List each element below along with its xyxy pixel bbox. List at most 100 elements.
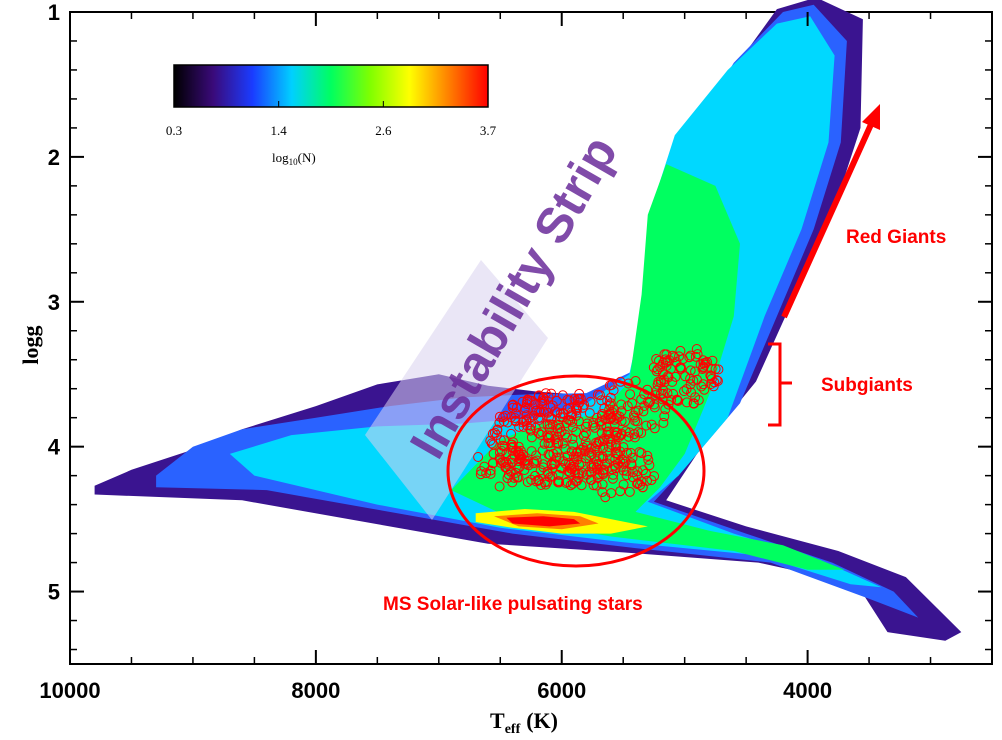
star-marker (561, 477, 571, 488)
colorbar-title-sub: 10 (289, 157, 299, 167)
star-marker (586, 467, 597, 478)
y-tick-label: 2 (48, 145, 60, 170)
star-marker (523, 460, 534, 471)
star-marker (691, 344, 702, 354)
star-marker (546, 413, 557, 423)
star-marker (568, 451, 579, 462)
x-axis-title-unit: (K) (526, 708, 558, 733)
star-marker (531, 455, 542, 466)
star-marker (542, 433, 553, 444)
star-marker (660, 357, 671, 368)
star-marker (486, 438, 497, 449)
star-marker (514, 449, 524, 460)
density-level-4 (451, 164, 845, 570)
star-marker (487, 428, 498, 439)
star-marker (588, 420, 599, 431)
star-marker (530, 405, 541, 416)
x-axis-title-main: T (490, 708, 505, 733)
star-marker (624, 486, 635, 497)
density-level-7 (506, 516, 581, 527)
star-marker (676, 362, 686, 373)
star-marker (571, 448, 582, 458)
star-marker (638, 465, 648, 476)
star-marker (566, 446, 577, 457)
x-tick-label: 6000 (537, 678, 586, 703)
star-marker (608, 469, 619, 480)
star-marker (554, 428, 565, 439)
red-giants-arrow (781, 118, 876, 319)
star-marker (605, 436, 616, 447)
star-marker (698, 355, 709, 366)
pulsating-star-markers (473, 344, 724, 503)
star-marker (685, 365, 696, 376)
star-marker (688, 375, 699, 386)
star-marker (568, 439, 579, 450)
star-marker (515, 454, 526, 465)
star-marker (610, 463, 621, 473)
star-marker (550, 459, 561, 470)
star-marker (648, 362, 659, 373)
star-marker (621, 465, 632, 476)
star-marker (498, 412, 509, 423)
star-marker (685, 379, 696, 390)
star-marker (659, 411, 670, 422)
star-marker (481, 468, 492, 479)
star-marker (705, 370, 716, 381)
star-marker (684, 352, 695, 363)
star-marker (512, 402, 522, 413)
star-marker (592, 412, 603, 423)
star-marker (533, 475, 544, 486)
star-marker (507, 400, 518, 411)
star-marker (500, 410, 511, 421)
star-marker (531, 450, 542, 461)
x-tick-label: 10000 (39, 678, 100, 703)
star-marker (557, 390, 568, 401)
star-marker (594, 451, 605, 462)
star-marker (544, 432, 555, 443)
star-marker (604, 434, 615, 444)
star-marker (495, 435, 506, 446)
x-axis-title: Teff (K) (490, 708, 558, 737)
star-marker (680, 371, 691, 382)
star-marker (654, 355, 664, 366)
star-marker (551, 395, 562, 406)
star-marker (584, 450, 595, 461)
star-marker (618, 458, 629, 469)
star-marker (580, 436, 591, 447)
star-marker (494, 417, 505, 428)
star-marker (644, 398, 655, 408)
star-marker (712, 376, 723, 386)
star-marker (526, 420, 537, 431)
star-marker (625, 448, 636, 458)
star-marker (591, 480, 602, 491)
star-marker (620, 416, 630, 427)
star-marker (604, 404, 615, 415)
star-marker (663, 372, 674, 383)
star-marker (539, 395, 549, 406)
star-marker (617, 454, 628, 465)
star-marker (547, 471, 558, 482)
star-marker (553, 469, 564, 480)
star-marker (475, 469, 486, 480)
star-marker (608, 385, 619, 396)
colorbar-tick-label: 3.7 (480, 123, 497, 138)
star-marker (604, 454, 615, 465)
star-marker (543, 449, 554, 460)
star-marker (605, 414, 616, 425)
star-marker (597, 487, 608, 498)
star-marker (649, 423, 660, 434)
star-marker (685, 373, 696, 384)
star-marker (597, 409, 608, 419)
star-marker (642, 450, 653, 461)
ms-solar-like-label: MS Solar-like pulsating stars (383, 594, 643, 615)
star-marker (603, 442, 614, 452)
star-marker (585, 443, 596, 454)
star-marker (688, 398, 699, 409)
colorbar-gradient (173, 64, 489, 108)
star-marker (572, 454, 583, 465)
star-marker (613, 432, 624, 443)
star-marker (522, 477, 533, 487)
star-marker (644, 460, 655, 471)
star-marker (627, 398, 638, 409)
star-marker (571, 403, 582, 414)
